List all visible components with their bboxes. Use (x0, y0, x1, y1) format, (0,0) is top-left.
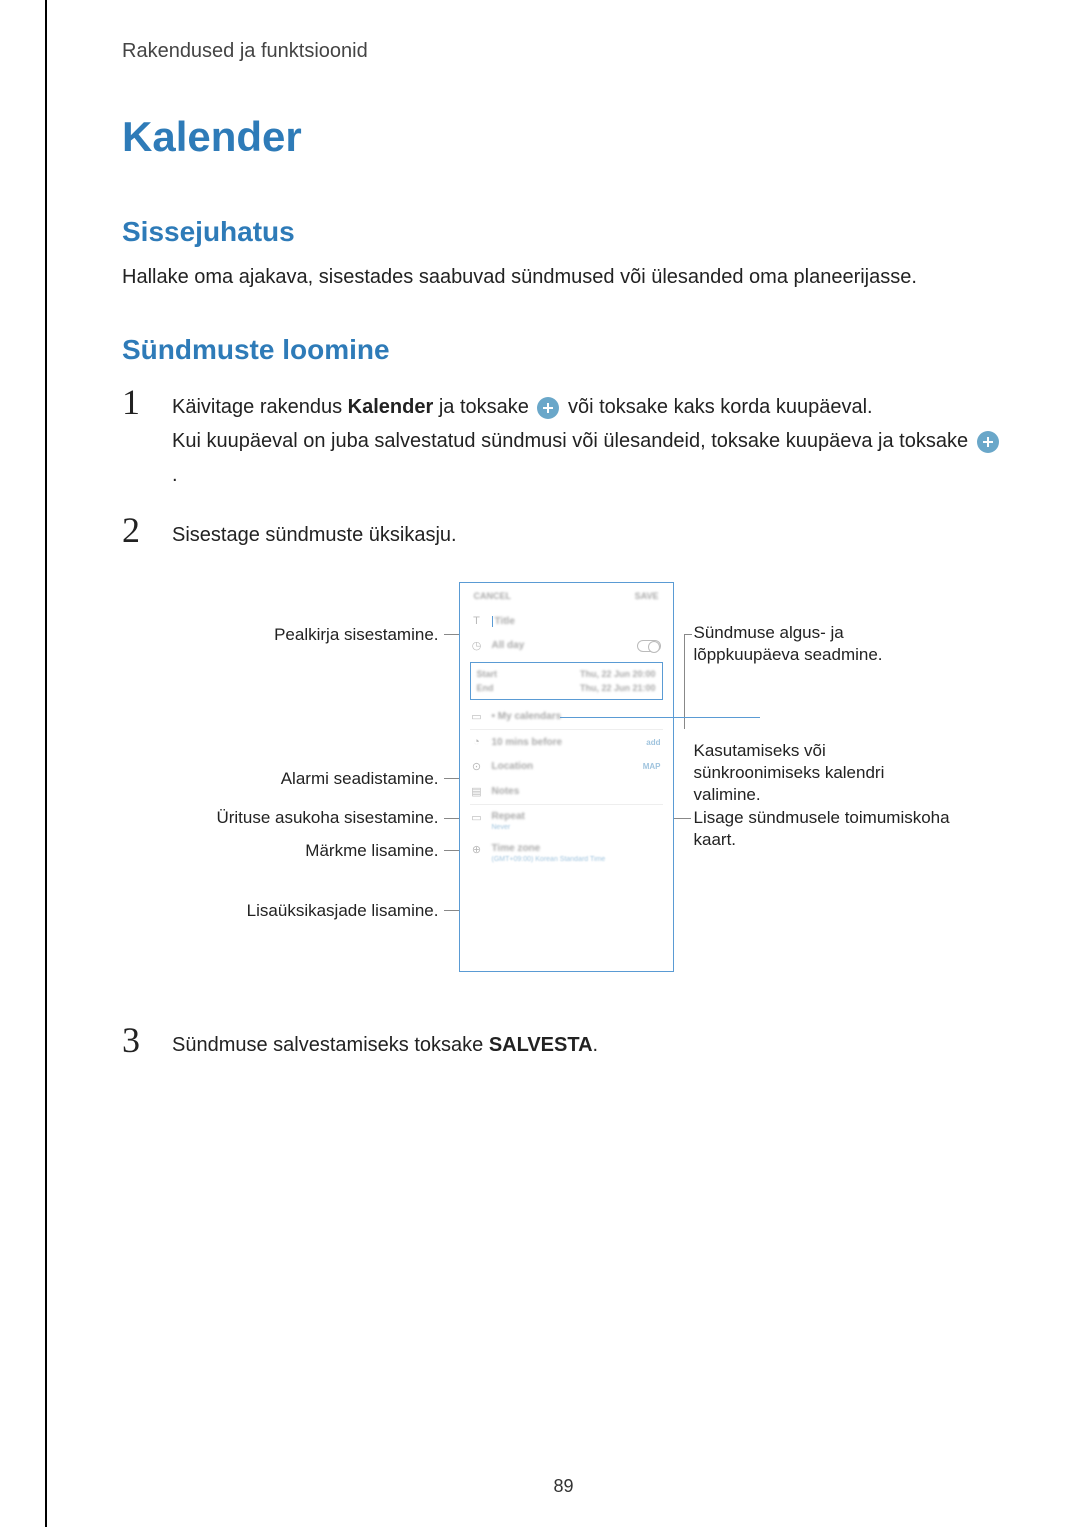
repeat-label: Repeat (492, 811, 525, 824)
step-number: 1 (122, 384, 152, 420)
step-1: 1 Käivitage rakendus Kalender ja toksake… (122, 384, 1005, 492)
text-part: . (172, 464, 178, 486)
step-text: Käivitage rakendus Kalender ja toksake v… (172, 384, 1005, 492)
timezone-label: Time zone (492, 843, 541, 856)
location-row[interactable]: ⊙ Location MAP (460, 754, 673, 779)
callout-location: Ürituse asukoha sisestamine. (216, 807, 438, 829)
calendar-select-row[interactable]: ▭ • My calendars (460, 704, 673, 729)
allday-label: All day (492, 640, 525, 651)
callout-map: Lisage sündmusele toimumiskoha kaart. (694, 807, 974, 851)
step-3: 3 Sündmuse salvestamiseks toksake SALVES… (122, 1022, 1005, 1062)
location-map[interactable]: MAP (643, 762, 661, 771)
section-intro-title: Sissejuhatus (122, 216, 1005, 248)
text-part: või toksake kaks korda kuupäeval. (562, 396, 872, 418)
step-text: Sisestage sündmuste üksikasju. (172, 512, 457, 552)
callout-title-input: Pealkirja sisestamine. (274, 624, 438, 646)
end-label: End (477, 683, 494, 693)
callout-note: Märkme lisamine. (305, 840, 438, 862)
toggle-icon[interactable] (637, 640, 661, 652)
clock-icon: ◷ (470, 639, 484, 652)
page: Rakendused ja funktsioonid Kalender Siss… (45, 0, 1080, 1527)
header-breadcrumb: Rakendused ja funktsioonid (122, 40, 1005, 63)
line (684, 634, 685, 729)
end-row: End Thu, 22 Jun 21:00 (477, 681, 656, 695)
text-part: . (593, 1034, 599, 1056)
date-range-block[interactable]: Start Thu, 22 Jun 20:00 End Thu, 22 Jun … (470, 662, 663, 700)
repeat-row[interactable]: ▭ Repeat Never (460, 805, 673, 837)
pin-icon: ⊙ (470, 760, 484, 773)
mycal-label: • My calendars (492, 711, 562, 722)
cancel-label[interactable]: CANCEL (474, 591, 512, 601)
title-placeholder: Title (495, 616, 515, 627)
step-number: 2 (122, 512, 152, 548)
notes-label: Notes (492, 786, 520, 797)
plus-icon (977, 431, 999, 453)
text-part: ja toksake (433, 396, 534, 418)
form-action-bar: CANCEL SAVE (460, 583, 673, 609)
calendar-icon: ▭ (470, 710, 484, 723)
allday-row[interactable]: ◷ All day (460, 633, 673, 658)
repeat-icon: ▭ (470, 811, 484, 824)
end-value: Thu, 22 Jun 21:00 (580, 683, 656, 693)
timezone-row[interactable]: ⊕ Time zone (GMT+09:00) Korean Standard … (460, 837, 673, 869)
cursor (492, 616, 493, 627)
bell-icon: ◔ (470, 736, 484, 748)
title-row[interactable]: T Title (460, 609, 673, 633)
save-label[interactable]: SAVE (635, 591, 659, 601)
step-number: 3 (122, 1022, 152, 1058)
reminder-row[interactable]: ◔ 10 mins before add (460, 730, 673, 754)
page-number: 89 (553, 1476, 573, 1497)
text-part: Käivitage rakendus (172, 396, 348, 418)
line (560, 717, 760, 718)
event-form-frame: CANCEL SAVE T Title ◷ All day Start Thu,… (459, 582, 674, 972)
diagram-area: Pealkirja sisestamine. Alarmi seadistami… (149, 582, 979, 982)
step-2: 2 Sisestage sündmuste üksikasju. (122, 512, 1005, 552)
start-row: Start Thu, 22 Jun 20:00 (477, 667, 656, 681)
callout-dates: Sündmuse algus- ja lõppkuupäeva seadmine… (694, 622, 914, 666)
text-bold: SALVESTA (489, 1034, 593, 1056)
text-icon: T (470, 615, 484, 627)
notes-row[interactable]: ▤ Notes (460, 779, 673, 804)
section-events-title: Sündmuste loomine (122, 334, 1005, 366)
globe-icon: ⊕ (470, 843, 484, 856)
text-bold: Kalender (348, 396, 434, 418)
callout-alarm: Alarmi seadistamine. (281, 768, 439, 790)
callout-calendar: Kasutamiseks või sünkroonimiseks kalendr… (694, 740, 924, 806)
reminder-add[interactable]: add (646, 738, 660, 747)
reminder-label: 10 mins before (492, 737, 563, 748)
text-part: Kui kuupäeval on juba salvestatud sündmu… (172, 430, 974, 452)
line (684, 634, 692, 635)
callout-extra: Lisaüksikasjade lisamine. (247, 900, 439, 922)
text-part: Sündmuse salvestamiseks toksake (172, 1034, 489, 1056)
plus-icon (537, 397, 559, 419)
timezone-sub: (GMT+09:00) Korean Standard Time (492, 856, 606, 863)
repeat-sub: Never (492, 824, 511, 831)
location-label: Location (492, 761, 534, 772)
step-text: Sündmuse salvestamiseks toksake SALVESTA… (172, 1022, 598, 1062)
start-label: Start (477, 669, 498, 679)
start-value: Thu, 22 Jun 20:00 (580, 669, 656, 679)
note-icon: ▤ (470, 785, 484, 798)
page-title: Kalender (122, 113, 1005, 161)
section-intro-body: Hallake oma ajakava, sisestades saabuvad… (122, 266, 1005, 289)
